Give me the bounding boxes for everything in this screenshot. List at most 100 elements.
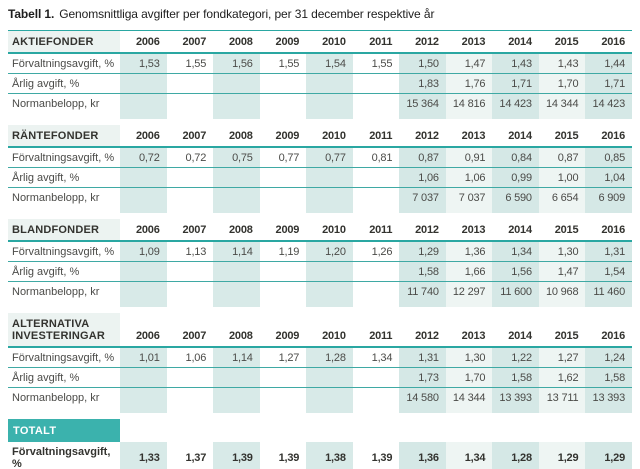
year-header-cell: 2009 [259,30,307,54]
value-cell: 1,14 [213,347,260,368]
value-cell [213,167,260,188]
value-cell: 6 909 [585,187,632,213]
value-cell: 1,55 [371,58,393,70]
value-cell: 1,30 [445,347,493,368]
value-cell: 14 423 [492,93,539,119]
year-header-cell: 2014 [492,30,539,54]
value-cell [120,187,167,213]
year-header-cell: 2008 [213,125,260,148]
value-cell: 1,70 [538,73,586,94]
table-row-normanbelopp: Normanbelopp, kr 15 364 14 816 14 423 14 34… [8,93,632,119]
value-cell: 1,36 [399,442,446,469]
value-cell [352,187,400,213]
year-header-cell: 2016 [585,125,632,148]
year-header-cell: 2016 [601,425,625,437]
value-cell: 1,29 [399,241,446,262]
value-cell: 0,72 [185,152,207,164]
value-cell: 1,70 [445,367,493,388]
year-header-cell: 2008 [213,219,260,242]
value-cell [352,261,400,282]
year-header-cell: 2011 [369,425,393,437]
year-header-cell: 2006 [120,30,167,54]
section-header-row: BLANDFONDER 2006 2007 2008 2009 2010 2011 2012… [8,219,632,242]
value-cell: 1,31 [399,347,446,368]
value-cell [213,281,260,307]
table-row-normanbelopp: Normanbelopp, kr 7 037 7 037 6 590 6 654 6 9… [8,187,632,213]
value-cell: 15 364 [399,93,446,119]
value-cell [259,167,307,188]
value-cell: 11 600 [492,281,539,307]
year-header-cell: 2016 [585,219,632,242]
year-header-cell: 2007 [166,125,214,148]
value-cell: 0,85 [585,147,632,168]
value-cell: 6 654 [538,187,586,213]
year-header-cell: 2006 [120,219,167,242]
year-header-cell: 2012 [399,30,446,54]
value-cell: 1,38 [306,442,353,469]
section-table-totalt: TOTALT 2006 2007 2008 2009 2010 2011 2012 2013 2… [8,419,632,469]
value-cell: 0,72 [120,147,167,168]
value-cell: 1,56 [492,261,539,282]
value-cell: 1,14 [213,241,260,262]
table-row-normanbelopp: Normanbelopp, kr 14 580 14 344 13 393 13 71… [8,387,632,413]
year-header-cell: 2011 [352,313,400,348]
value-cell [352,167,400,188]
year-header-cell: 2008 [229,425,253,437]
section-title-alternativa-investeringar: ALTERNATIVA INVESTERINGAR [8,313,121,348]
value-cell: 11 740 [399,281,446,307]
table-row-arlig-avgift: Årlig avgift, % 1,06 1,06 0,99 1,00 1,04 [8,167,632,188]
value-cell: 11 460 [585,281,632,307]
table-row-arlig-avgift: Årlig avgift, % 1,58 1,66 1,56 1,47 1,54 [8,261,632,282]
figure-title: Tabell 1. Genomsnittliga avgifter per fon… [8,7,632,21]
year-header-cell: 2013 [445,125,493,148]
value-cell [259,281,307,307]
row-label: Förvaltningsavgift, % [12,152,115,164]
value-cell: 1,13 [185,246,207,258]
table-row-forvaltningsavgift: Förvaltningsavgift, % 0,72 0,72 0,75 0,77 0,… [8,147,632,168]
row-label: Normanbelopp, kr [8,387,121,413]
value-cell: 1,55 [185,58,207,70]
section-title-aktiefonder: AKTIEFONDER [8,30,121,54]
value-cell: 1,50 [399,53,446,74]
year-header-cell: 2013 [445,313,493,348]
section-table-aktiefonder: AKTIEFONDER 2006 2007 2008 2009 2010 2011 2012… [8,30,632,119]
row-label: Årlig avgift, % [8,167,121,188]
value-cell: 1,73 [399,367,446,388]
year-header-cell: 2015 [538,219,586,242]
value-cell: 1,76 [445,73,493,94]
value-cell [259,73,307,94]
value-cell: 1,20 [306,241,353,262]
table-row-arlig-avgift: Årlig avgift, % 1,83 1,76 1,71 1,70 1,71 [8,73,632,94]
value-cell: 1,29 [585,442,632,469]
value-cell [259,93,307,119]
year-header-cell: 2011 [352,219,400,242]
row-label: Normanbelopp, kr [8,281,121,307]
year-header-cell: 2014 [508,425,532,437]
value-cell: 1,19 [278,246,300,258]
value-cell [120,367,167,388]
value-cell: 1,04 [585,167,632,188]
year-header-cell: 2006 [120,125,167,148]
value-cell: 1,30 [538,241,586,262]
value-cell: 14 344 [445,387,493,413]
value-cell: 14 423 [585,93,632,119]
value-cell [166,167,214,188]
value-cell [213,261,260,282]
year-header-cell: 2015 [538,30,586,54]
value-cell: 1,43 [492,53,539,74]
value-cell: 10 968 [538,281,586,307]
value-cell [120,387,167,413]
table-row-forvaltningsavgift: Förvaltningsavgift, % 1,09 1,13 1,14 1,19 1,… [8,241,632,262]
year-header-cell: 2010 [306,219,353,242]
value-cell: 1,71 [492,73,539,94]
value-cell [352,387,400,413]
year-header-cell: 2011 [352,125,400,148]
table-row-forvaltningsavgift: Förvaltningsavgift, % 1,01 1,06 1,14 1,27 1,… [8,347,632,368]
value-cell: 1,39 [213,442,260,469]
value-cell: 1,83 [399,73,446,94]
row-label: Förvaltningsavgift, % [12,352,115,364]
value-cell: 0,99 [492,167,539,188]
row-label: Förvaltningsavgift, % [12,446,111,469]
row-label: Årlig avgift, % [8,261,121,282]
year-header-cell: 2009 [259,313,307,348]
